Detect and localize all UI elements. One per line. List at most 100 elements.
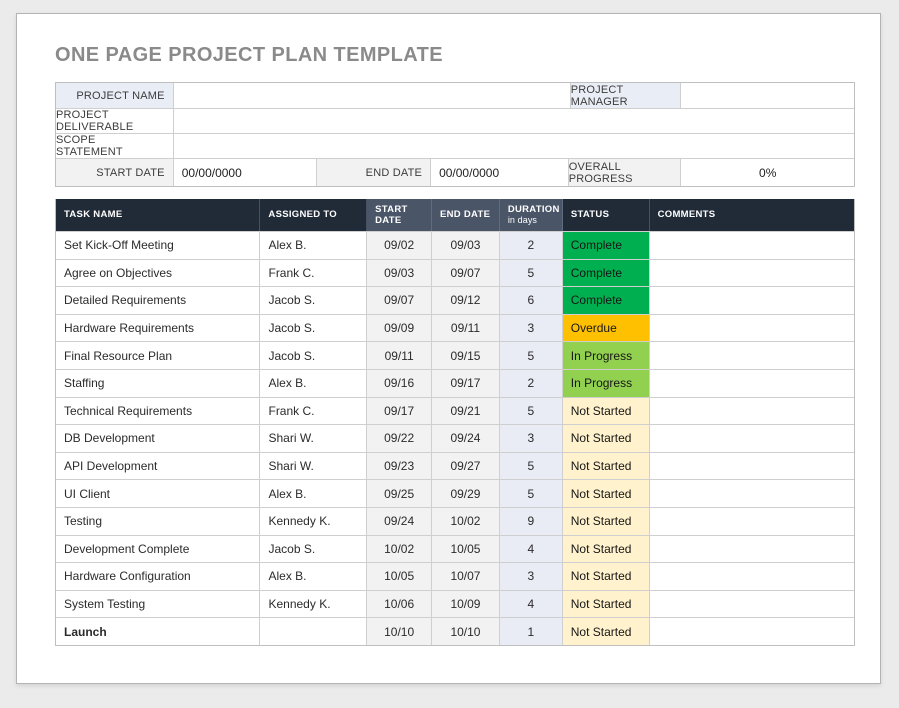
end-date-cell[interactable]: 09/03: [432, 232, 500, 259]
duration-cell[interactable]: 3: [499, 563, 563, 590]
comments-cell[interactable]: [649, 618, 854, 645]
duration-cell[interactable]: 2: [499, 232, 563, 259]
comments-cell[interactable]: [649, 480, 854, 507]
assigned-to-cell[interactable]: Alex B.: [260, 480, 368, 507]
end-date-cell[interactable]: 09/24: [432, 425, 500, 452]
overall-progress-value[interactable]: 0%: [759, 165, 777, 180]
assigned-to-cell[interactable]: Shari W.: [260, 452, 368, 480]
end-date-cell[interactable]: 09/27: [432, 452, 500, 480]
start-date-cell[interactable]: 10/10: [367, 618, 433, 645]
start-date-cell[interactable]: 09/24: [367, 507, 433, 535]
end-date-cell[interactable]: 09/12: [432, 287, 500, 314]
task-name-cell[interactable]: Detailed Requirements: [56, 287, 261, 314]
duration-cell[interactable]: 5: [499, 480, 563, 507]
status-cell[interactable]: Not Started: [562, 425, 650, 452]
comments-cell[interactable]: [649, 397, 854, 425]
end-date-cell[interactable]: 10/07: [432, 563, 500, 590]
start-date-cell[interactable]: 09/25: [367, 480, 433, 507]
status-cell[interactable]: Complete: [562, 259, 650, 287]
duration-cell[interactable]: 3: [499, 314, 563, 342]
duration-cell[interactable]: 6: [499, 287, 563, 314]
status-cell[interactable]: Not Started: [562, 480, 650, 507]
end-date-cell[interactable]: 09/29: [432, 480, 500, 507]
comments-cell[interactable]: [649, 314, 854, 342]
start-date-cell[interactable]: 09/16: [367, 369, 433, 397]
scope-statement-field[interactable]: [174, 134, 854, 158]
status-cell[interactable]: Not Started: [562, 563, 650, 590]
duration-cell[interactable]: 4: [499, 590, 563, 618]
end-date-cell[interactable]: 09/11: [432, 314, 500, 342]
duration-cell[interactable]: 2: [499, 369, 563, 397]
status-cell[interactable]: Not Started: [562, 397, 650, 425]
task-name-cell[interactable]: System Testing: [56, 590, 261, 618]
task-name-cell[interactable]: Staffing: [56, 369, 261, 397]
assigned-to-cell[interactable]: Shari W.: [260, 425, 368, 452]
comments-cell[interactable]: [649, 287, 854, 314]
start-date-cell[interactable]: 09/07: [367, 287, 433, 314]
assigned-to-cell[interactable]: Alex B.: [260, 563, 368, 590]
duration-cell[interactable]: 9: [499, 507, 563, 535]
end-date-field[interactable]: 00/00/0000: [431, 159, 569, 186]
task-name-cell[interactable]: Set Kick-Off Meeting: [56, 232, 261, 259]
comments-cell[interactable]: [649, 452, 854, 480]
start-date-cell[interactable]: 09/11: [367, 342, 433, 369]
comments-cell[interactable]: [649, 507, 854, 535]
status-cell[interactable]: Overdue: [562, 314, 650, 342]
assigned-to-cell[interactable]: Frank C.: [260, 397, 368, 425]
assigned-to-cell[interactable]: Alex B.: [260, 369, 368, 397]
end-date-cell[interactable]: 10/02: [432, 507, 500, 535]
assigned-to-cell[interactable]: Kennedy K.: [260, 590, 368, 618]
comments-cell[interactable]: [649, 425, 854, 452]
status-cell[interactable]: In Progress: [562, 369, 650, 397]
start-date-cell[interactable]: 09/17: [367, 397, 433, 425]
status-cell[interactable]: Not Started: [562, 590, 650, 618]
start-date-field[interactable]: 00/00/0000: [174, 159, 318, 186]
start-date-cell[interactable]: 10/06: [367, 590, 433, 618]
project-name-field[interactable]: [174, 83, 571, 108]
comments-cell[interactable]: [649, 590, 854, 618]
assigned-to-cell[interactable]: Alex B.: [260, 232, 368, 259]
task-name-cell[interactable]: Development Complete: [56, 535, 261, 563]
duration-cell[interactable]: 5: [499, 259, 563, 287]
duration-cell[interactable]: 5: [499, 342, 563, 369]
task-name-cell[interactable]: API Development: [56, 452, 261, 480]
start-date-cell[interactable]: 09/22: [367, 425, 433, 452]
task-name-cell[interactable]: DB Development: [56, 425, 261, 452]
end-date-cell[interactable]: 10/09: [432, 590, 500, 618]
start-date-cell[interactable]: 09/02: [367, 232, 433, 259]
assigned-to-cell[interactable]: Jacob S.: [260, 342, 368, 369]
assigned-to-cell[interactable]: Jacob S.: [260, 535, 368, 563]
task-name-cell[interactable]: UI Client: [56, 480, 261, 507]
start-date-cell[interactable]: 09/23: [367, 452, 433, 480]
assigned-to-cell[interactable]: Jacob S.: [260, 287, 368, 314]
duration-cell[interactable]: 1: [499, 618, 563, 645]
duration-cell[interactable]: 5: [499, 397, 563, 425]
duration-cell[interactable]: 4: [499, 535, 563, 563]
start-date-cell[interactable]: 10/05: [367, 563, 433, 590]
task-name-cell[interactable]: Technical Requirements: [56, 397, 261, 425]
end-date-cell[interactable]: 09/15: [432, 342, 500, 369]
assigned-to-cell[interactable]: Frank C.: [260, 259, 368, 287]
status-cell[interactable]: Not Started: [562, 452, 650, 480]
status-cell[interactable]: In Progress: [562, 342, 650, 369]
duration-cell[interactable]: 3: [499, 425, 563, 452]
end-date-cell[interactable]: 09/07: [432, 259, 500, 287]
status-cell[interactable]: Not Started: [562, 535, 650, 563]
project-deliverable-field[interactable]: [174, 109, 854, 133]
task-name-cell[interactable]: Hardware Requirements: [56, 314, 261, 342]
status-cell[interactable]: Not Started: [562, 507, 650, 535]
task-name-cell[interactable]: Agree on Objectives: [56, 259, 261, 287]
assigned-to-cell[interactable]: Jacob S.: [260, 314, 368, 342]
assigned-to-cell[interactable]: Kennedy K.: [260, 507, 368, 535]
end-date-cell[interactable]: 09/17: [432, 369, 500, 397]
comments-cell[interactable]: [649, 232, 854, 259]
start-date-cell[interactable]: 09/09: [367, 314, 433, 342]
end-date-cell[interactable]: 09/21: [432, 397, 500, 425]
status-cell[interactable]: Complete: [562, 287, 650, 314]
comments-cell[interactable]: [649, 535, 854, 563]
start-date-cell[interactable]: 10/02: [367, 535, 433, 563]
task-name-cell[interactable]: Final Resource Plan: [56, 342, 261, 369]
status-cell[interactable]: Complete: [562, 232, 650, 259]
comments-cell[interactable]: [649, 369, 854, 397]
start-date-cell[interactable]: 09/03: [367, 259, 433, 287]
